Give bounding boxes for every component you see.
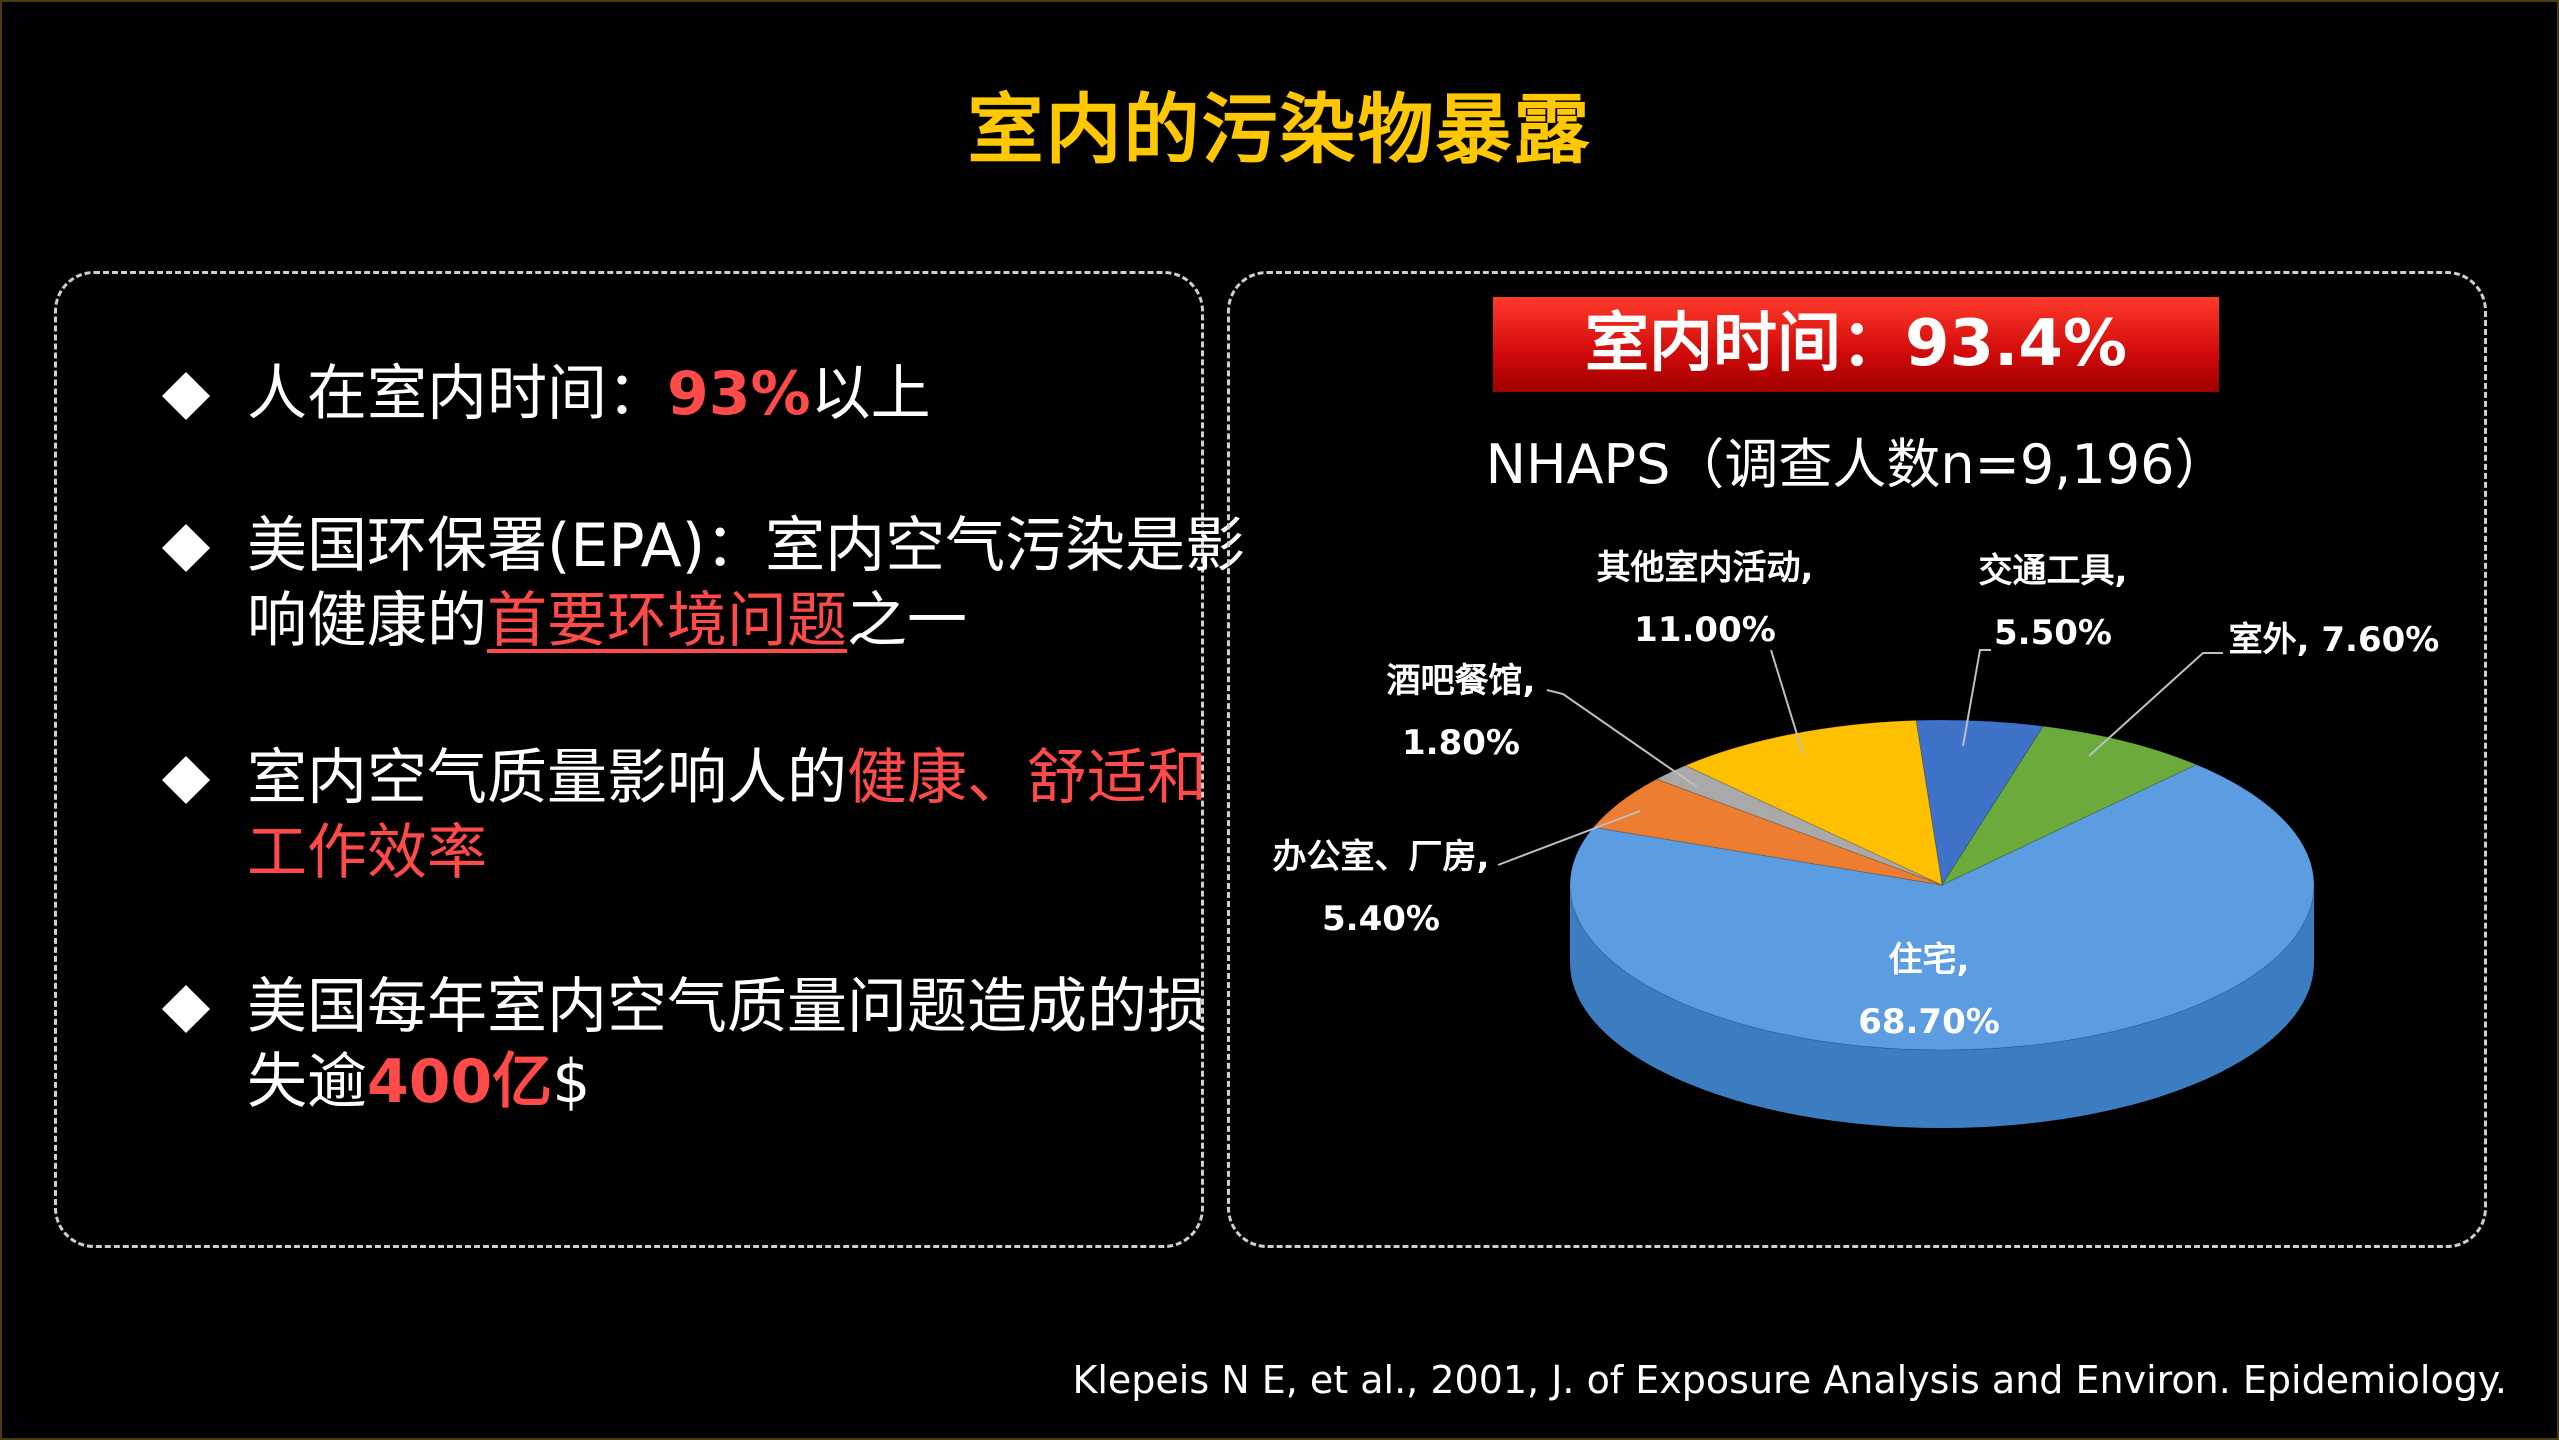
citation: Klepeis N E, et al., 2001, J. of Exposur… [1072, 1358, 2507, 1402]
slice-value: 1.80% [1402, 723, 1520, 763]
leader-line [1962, 649, 1991, 747]
leader-line [1497, 810, 1641, 866]
chart-panel [1227, 271, 2487, 1248]
pie-label-residence: 住宅, 68.70% [1858, 940, 2000, 1042]
leader-line [2088, 652, 2223, 757]
slice-label: 交通工具, [1978, 551, 2128, 591]
pie-label-other-indoor: 其他室内活动, 11.00% [1597, 548, 1814, 650]
bullet-text-segment: $ [552, 1047, 591, 1117]
slice-label: 其他室内活动, [1596, 548, 1814, 588]
bullet-text-segment: 人在室内时间： [247, 359, 667, 429]
chart-title-banner: 室内时间：93.4% [1493, 297, 2219, 392]
pie-slice [1915, 719, 2045, 887]
pie-slice [1569, 764, 2315, 1051]
slice-label: 酒吧餐馆, [1386, 661, 1536, 701]
chart-subtitle: NHAPS（调查人数n=9,196） [1485, 433, 2229, 496]
pie-label-office: 办公室、厂房, 5.40% [1273, 837, 1490, 939]
pie-slice [1940, 725, 2198, 887]
bullet-text-segment: 美国环保署(EPA)：室内空气污染是影响健康的 [247, 511, 1246, 656]
bullet-text-segment: 93% [667, 359, 811, 429]
leader-line [1546, 689, 1698, 788]
pie-label-outdoor: 室外, 7.60% [2229, 620, 2440, 660]
slice-label: 室外, 7.60% [2228, 620, 2440, 660]
bullet-panel: 人在室内时间：93%以上 美国环保署(EPA)：室内空气污染是影响健康的首要环境… [54, 271, 1245, 1248]
bullet-text-segment: 以上 [810, 359, 931, 429]
pie-label-bar-restaurant: 酒吧餐馆, 1.80% [1387, 661, 1536, 763]
slice-value: 5.40% [1322, 899, 1440, 939]
slice-label: 住宅, [1888, 940, 1970, 980]
bullet-text-segment: 首要环境问题 [487, 586, 847, 656]
bullet-text-segment: 之一 [847, 586, 967, 656]
slice-label: 办公室、厂房, [1272, 837, 1490, 877]
pie-label-transport: 交通工具, 5.50% [1979, 551, 2128, 653]
bullet-text-segment: 400亿 [367, 1047, 553, 1117]
pie-slice [1592, 778, 1943, 886]
bullet-text-segment: 美国每年室内空气质量问题造成的损失逾 [247, 972, 1207, 1117]
slice-value: 5.50% [1994, 613, 2112, 653]
bullet-text-segment: 室内空气质量影响人的 [247, 743, 847, 813]
pie-slice [1684, 719, 1943, 886]
bullet-text-segment: 健康、舒适和工作效率 [247, 743, 1207, 888]
leader-line [1770, 649, 1804, 755]
pie-slice [1655, 764, 1943, 886]
pie-side [1570, 885, 2314, 1128]
slide-title: 室内的污染物暴露 [967, 85, 1592, 174]
slice-value: 11.00% [1634, 610, 1776, 650]
slice-value: 68.70% [1858, 1002, 2000, 1042]
